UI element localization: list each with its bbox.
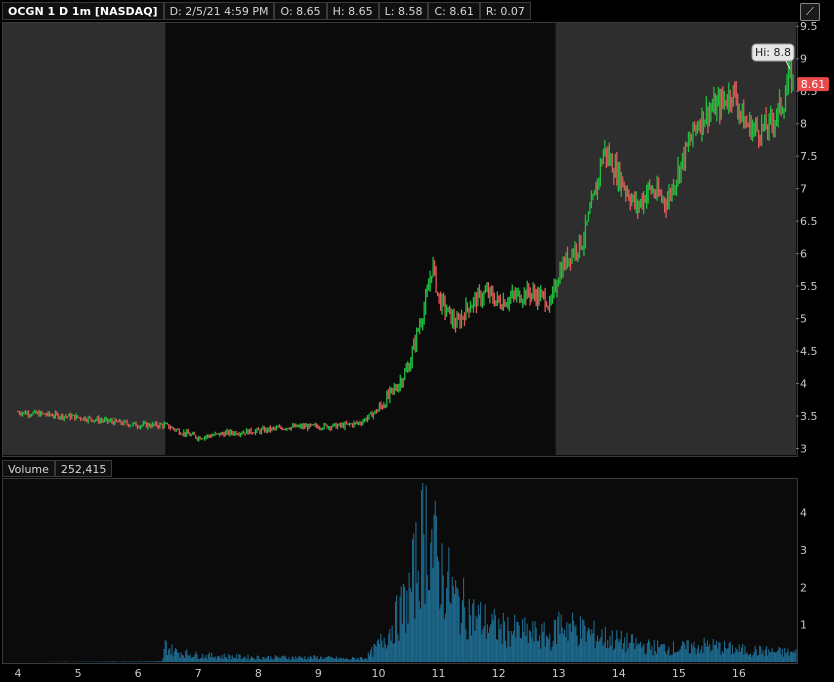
price-tick-label: 5.5 xyxy=(800,280,818,293)
volume-value: 252,415 xyxy=(54,460,113,477)
x-tick-label: 16 xyxy=(732,667,746,680)
volume-tick-label: 1 xyxy=(800,619,807,632)
price-tick-label: 6.5 xyxy=(800,215,818,228)
date-readout: D: 2/5/21 4:59 PM xyxy=(163,2,275,20)
x-tick-label: 7 xyxy=(195,667,202,680)
low-readout: L: 8.58 xyxy=(378,2,429,20)
high-callout-pointer xyxy=(785,60,791,69)
chart-header: OCGN 1 D 1m [NASDAQ] D: 2/5/21 4:59 PM O… xyxy=(2,2,531,20)
premarket-shade xyxy=(3,23,166,455)
high-callout xyxy=(751,43,795,62)
open-readout: O: 8.65 xyxy=(274,2,327,20)
price-tick-label: 4 xyxy=(800,378,807,391)
price-tick-label: 8 xyxy=(800,118,807,131)
close-readout: C: 8.61 xyxy=(428,2,480,20)
last-price-label: 8.61 xyxy=(801,78,826,91)
x-tick-label: 6 xyxy=(135,667,142,680)
price-tick-label: 3 xyxy=(800,443,807,456)
x-tick-label: 5 xyxy=(75,667,82,680)
afterhours-shade xyxy=(555,23,796,455)
price-tick-label: 3.5 xyxy=(800,410,818,423)
price-tick-label: 7.5 xyxy=(800,150,818,163)
x-tick-label: 13 xyxy=(552,667,566,680)
price-tick-label: 9.5 xyxy=(800,20,818,33)
x-tick-label: 12 xyxy=(492,667,506,680)
range-readout: R: 0.07 xyxy=(479,2,531,20)
price-tick-label: 4.5 xyxy=(800,345,818,358)
x-tick-label: 14 xyxy=(612,667,626,680)
volume-tick-label: 2 xyxy=(800,581,807,594)
price-tick-label: 6 xyxy=(800,248,807,261)
symbol-label[interactable]: OCGN 1 D 1m [NASDAQ] xyxy=(2,2,164,20)
zoom-toggle-icon[interactable]: ⟋ xyxy=(800,3,820,21)
high-callout-label: Hi: 8.8 xyxy=(755,46,791,59)
volume-label: Volume xyxy=(2,460,55,477)
x-tick-label: 11 xyxy=(432,667,446,680)
price-tick-label: 5 xyxy=(800,313,807,326)
x-tick-label: 15 xyxy=(672,667,686,680)
x-tick-label: 10 xyxy=(371,667,385,680)
volume-tick-label: 4 xyxy=(800,507,807,520)
price-tick-label: 7 xyxy=(800,183,807,196)
high-readout: H: 8.65 xyxy=(326,2,379,20)
volume-header: Volume 252,415 xyxy=(2,460,113,477)
last-price-tag xyxy=(797,77,829,92)
volume-tick-label: 3 xyxy=(800,544,807,557)
x-tick-label: 9 xyxy=(315,667,322,680)
x-tick-label: 4 xyxy=(15,667,22,680)
x-tick-label: 8 xyxy=(255,667,262,680)
price-tick-label: 9 xyxy=(800,53,807,66)
